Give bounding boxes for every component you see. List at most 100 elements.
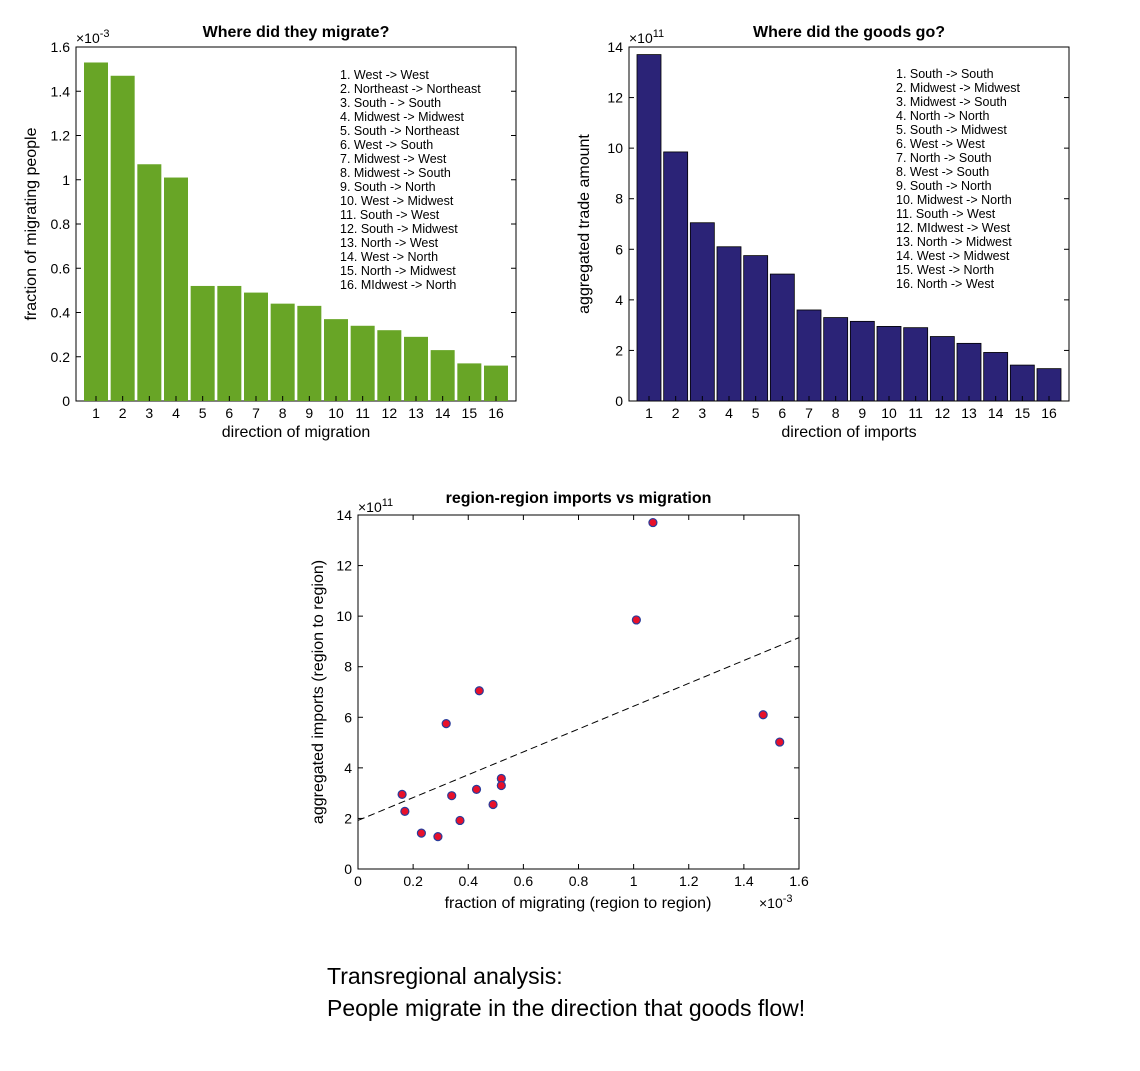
y-exponent-label-base: ×10	[629, 30, 653, 46]
chart-title: Where did they migrate?	[203, 24, 390, 41]
legend-entry-10: 10. Midwest -> North	[896, 193, 1012, 207]
scatter-point-6	[775, 737, 785, 747]
legend-entry-7: 7. Midwest -> West	[340, 152, 447, 166]
bar-1	[84, 62, 108, 402]
scatter-point-10	[397, 789, 407, 800]
x-tick-label: 12	[935, 405, 951, 421]
x-exponent-label-power: -3	[783, 893, 793, 905]
x-tick-label: 1	[92, 405, 100, 421]
legend-entry-7: 7. North -> South	[896, 151, 992, 165]
y-tick-label: 4	[344, 760, 352, 776]
x-tick-label: 4	[725, 405, 733, 421]
scatter-point-1	[648, 517, 658, 528]
x-tick-label: 10	[328, 405, 344, 421]
caption-line-2: People migrate in the direction that goo…	[327, 995, 806, 1021]
x-axis-label: direction of migration	[222, 424, 371, 441]
legend-entry-2: 2. Northeast -> Northeast	[340, 82, 481, 96]
y-tick-label: 12	[607, 90, 623, 106]
x-tick-label: 3	[698, 405, 706, 421]
x-tick-label: 16	[488, 405, 504, 421]
scatter-point-9	[471, 784, 482, 794]
y-exponent-label-power: 11	[653, 28, 664, 40]
y-tick-label: 1	[62, 172, 70, 188]
bar-14	[430, 350, 455, 401]
legend-entry-13: 13. North -> Midwest	[896, 235, 1012, 249]
y-tick-label: 6	[615, 241, 623, 257]
x-tick-label: 1.2	[679, 873, 699, 889]
x-tick-label: 1	[630, 873, 638, 889]
x-tick-label: 1.6	[789, 873, 809, 889]
bar-6	[217, 285, 242, 401]
x-tick-label: 0.6	[514, 873, 534, 889]
legend-entry-1: 1. South -> South	[896, 67, 994, 81]
y-tick-label: 4	[615, 292, 623, 308]
x-tick-label: 7	[805, 405, 813, 421]
legend-entry-10: 10. West -> Midwest	[340, 194, 454, 208]
legend-entry-8: 8. West -> South	[896, 165, 989, 179]
bar-15	[457, 363, 482, 401]
y-tick-label: 10	[607, 140, 623, 156]
x-tick-label: 9	[858, 405, 866, 421]
x-tick-label: 3	[145, 405, 153, 421]
y-axis-label: aggregated imports (region to region)	[310, 560, 327, 824]
x-tick-label: 7	[252, 405, 260, 421]
bar-13	[404, 336, 428, 401]
legend-entry-12: 12. MIdwest -> West	[896, 221, 1011, 235]
x-tick-label: 5	[199, 405, 207, 421]
legend-entry-16: 16. North -> West	[896, 277, 995, 291]
legend-entry-2: 2. Midwest -> Midwest	[896, 81, 1021, 95]
caption: Transregional analysis: People migrate i…	[327, 960, 805, 1024]
bar-11	[903, 327, 929, 402]
bar-7	[796, 309, 822, 402]
y-tick-label: 0	[344, 861, 352, 877]
caption-line-1: Transregional analysis:	[327, 963, 563, 989]
x-tick-label: 2	[119, 405, 127, 421]
bar-16	[1036, 368, 1062, 402]
bar-16	[484, 365, 508, 401]
y-exponent-label-base: ×10	[358, 499, 382, 515]
y-tick-label: 0.4	[51, 305, 71, 321]
scatter-point-4	[758, 710, 768, 720]
x-axis-label: direction of imports	[781, 424, 916, 441]
legend-entry-8: 8. Midwest -> South	[340, 166, 451, 180]
legend-entry-3: 3. South - > South	[340, 96, 441, 110]
bar-4	[164, 177, 188, 401]
x-tick-label: 14	[988, 405, 1004, 421]
x-tick-label: 5	[752, 405, 760, 421]
bar-8	[823, 317, 849, 402]
legend-entry-14: 14. West -> North	[340, 250, 438, 264]
scatter-point-14	[455, 815, 465, 826]
legend-entry-15: 15. West -> North	[896, 263, 994, 277]
bar-13	[956, 342, 982, 402]
y-tick-label: 14	[336, 507, 352, 523]
y-tick-label: 1.2	[51, 128, 71, 144]
bar-6	[769, 273, 795, 402]
fit-line	[357, 637, 800, 821]
x-tick-label: 13	[961, 405, 977, 421]
x-tick-label: 1.4	[734, 873, 754, 889]
bar-10	[324, 319, 348, 401]
x-tick-label: 15	[462, 405, 478, 421]
y-tick-label: 10	[336, 608, 352, 624]
y-tick-label: 0.2	[51, 349, 71, 365]
x-tick-label: 0	[354, 873, 362, 889]
bar-5	[190, 285, 215, 401]
legend-entry-5: 5. South -> Midwest	[896, 123, 1007, 137]
scatter-point-8	[496, 780, 506, 791]
y-tick-label: 0.6	[51, 260, 71, 276]
legend-entry-13: 13. North -> West	[340, 236, 439, 250]
legend-entry-1: 1. West -> West	[340, 68, 429, 82]
plot-frame	[628, 46, 1070, 402]
y-tick-label: 1.4	[51, 83, 71, 99]
legend-entry-6: 6. West -> West	[896, 137, 985, 151]
bar-4	[716, 246, 742, 402]
legend-entry-9: 9. South -> North	[340, 180, 436, 194]
x-tick-label: 10	[881, 405, 897, 421]
x-tick-label: 13	[408, 405, 424, 421]
bar-10	[876, 326, 902, 402]
y-exponent-label: ×10-3	[76, 28, 110, 46]
legend-entry-3: 3. Midwest -> South	[896, 95, 1007, 109]
bar-3	[137, 164, 162, 401]
y-tick-label: 0	[615, 393, 623, 409]
